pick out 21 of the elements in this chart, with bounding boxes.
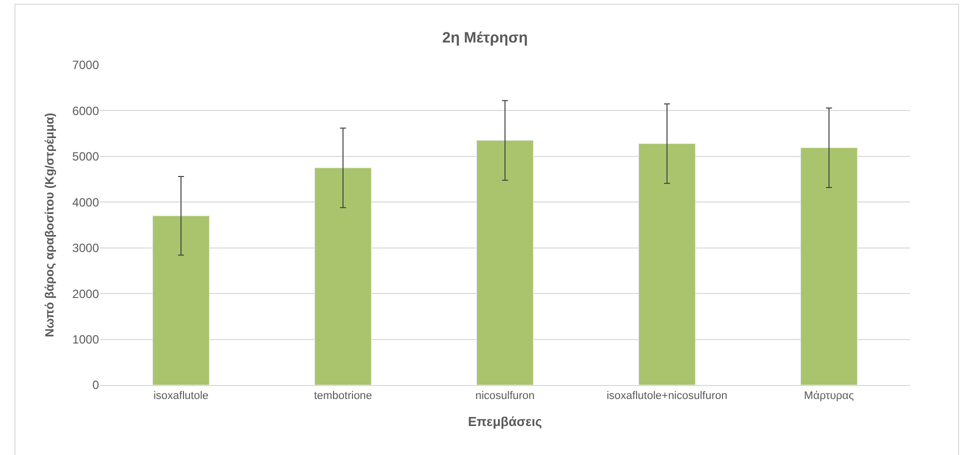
x-tick-label: nicosulfuron bbox=[475, 390, 535, 402]
x-tick-label: isoxaflutole+nicosulfuron bbox=[606, 390, 728, 402]
y-tick-label: 6000 bbox=[72, 104, 100, 118]
bar bbox=[314, 168, 372, 385]
y-axis-title: Νωπό βάρος αραβοσίτου (Kg/στρέμμα) bbox=[42, 112, 57, 338]
bar bbox=[476, 140, 534, 385]
y-tick-label: 5000 bbox=[72, 150, 100, 164]
y-tick-label: 4000 bbox=[72, 195, 100, 210]
y-tick-label: 3000 bbox=[72, 241, 100, 256]
x-tick-label: tembotrione bbox=[314, 390, 372, 402]
bar bbox=[638, 143, 696, 385]
y-tick-label: 1000 bbox=[72, 332, 100, 346]
x-axis-title: Επεμβάσεις bbox=[468, 414, 542, 429]
chart-title: 2η Μέτρηση bbox=[442, 29, 528, 46]
bar bbox=[800, 147, 858, 385]
y-tick-label: 7000 bbox=[72, 58, 100, 72]
bar bbox=[152, 216, 210, 385]
y-tick-label: 2000 bbox=[72, 286, 100, 301]
y-tick-label: 0 bbox=[92, 378, 100, 392]
x-tick-label: Μάρτυρας bbox=[804, 390, 854, 402]
x-tick-label: isoxaflutole bbox=[153, 390, 209, 402]
